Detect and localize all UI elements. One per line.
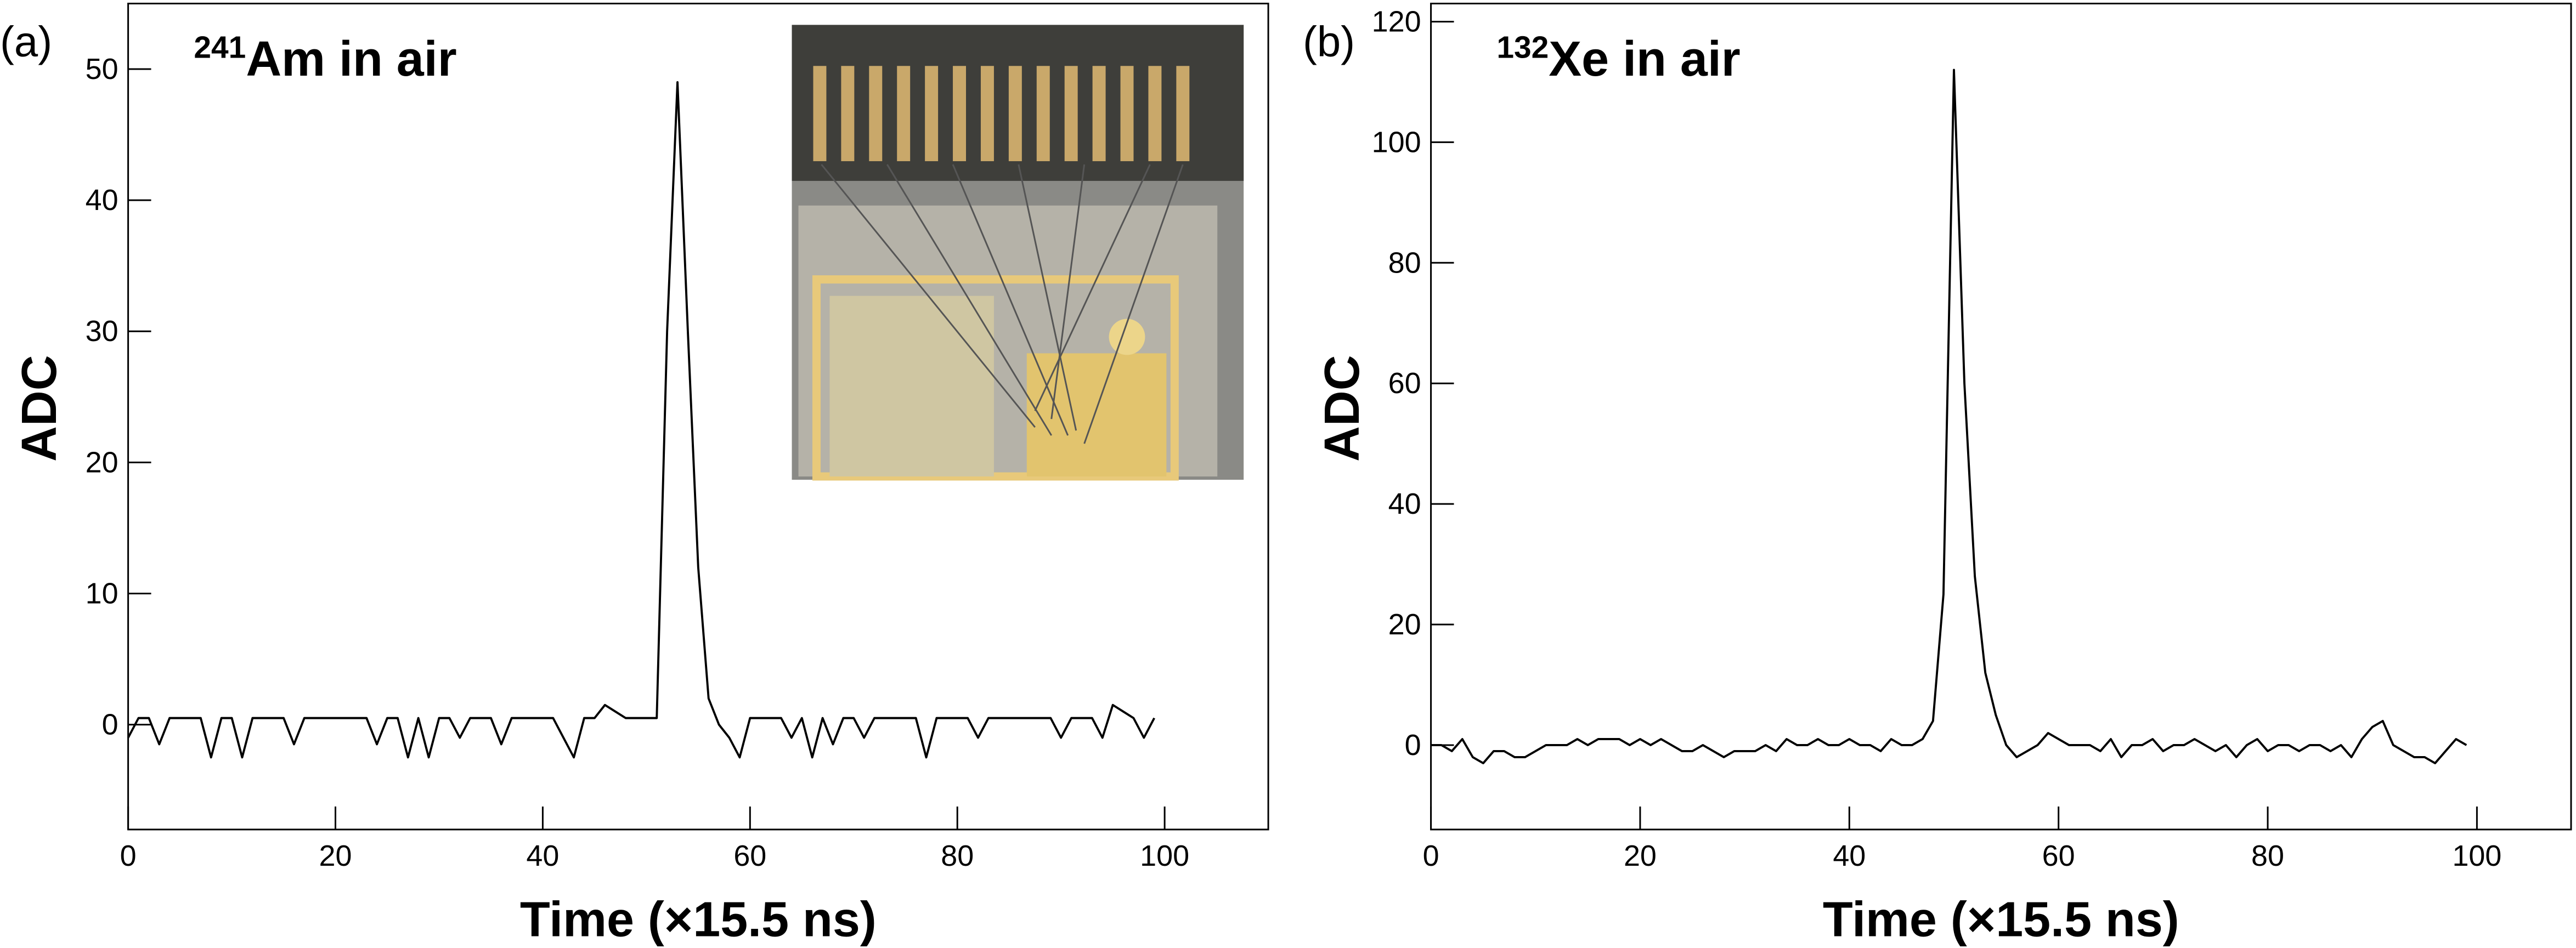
y-tick-label: 80 xyxy=(1388,246,1421,279)
x-tick-label: 20 xyxy=(1624,839,1657,872)
y-tick-label: 40 xyxy=(1388,487,1421,520)
title-text: Am in air xyxy=(246,32,456,87)
x-tick-label: 100 xyxy=(1140,839,1189,872)
x-tick-label: 80 xyxy=(2251,839,2284,872)
panel-label: (a) xyxy=(0,18,52,65)
panel: 0 20 40 60 80 100 120 0 20 40 60 80 100 Time (×15.5 n… xyxy=(1303,2,2572,947)
y-tick-label: 20 xyxy=(86,446,118,479)
x-tick-label: 40 xyxy=(526,839,559,872)
x-tick-label: 0 xyxy=(120,839,137,872)
y-tick-label: 100 xyxy=(1372,126,1421,158)
plot-frame xyxy=(1430,2,2572,831)
y-tick-label: 120 xyxy=(1372,5,1421,38)
y-tick-label: 0 xyxy=(1405,729,1421,762)
x-tick-label: 60 xyxy=(733,839,766,872)
y-tick-label: 40 xyxy=(86,184,118,217)
y-tick-label: 50 xyxy=(86,53,118,86)
title-mass-number: 241 xyxy=(194,30,246,65)
plot-frame xyxy=(127,2,1269,831)
x-tick-label: 0 xyxy=(1423,839,1439,872)
x-axis-label: Time (×15.5 ns) xyxy=(520,893,877,947)
y-axis-label: ADC xyxy=(1315,355,1370,462)
inset-photo xyxy=(792,25,1244,481)
y-axis-label: ADC xyxy=(12,355,67,462)
panel-label: (b) xyxy=(1303,18,1355,65)
x-tick-label: 80 xyxy=(941,839,974,872)
title-text: Xe in air xyxy=(1549,32,1740,87)
title-mass-number: 132 xyxy=(1496,30,1549,65)
chart-title: 241Am in air xyxy=(194,30,456,87)
x-tick-label: 100 xyxy=(2452,839,2501,872)
chart-title: 132Xe in air xyxy=(1496,30,1740,87)
y-tick-label: 30 xyxy=(86,315,118,348)
y-tick-label: 20 xyxy=(1388,608,1421,641)
y-tick-label: 60 xyxy=(1388,367,1421,400)
x-tick-label: 40 xyxy=(1833,839,1866,872)
x-tick-label: 60 xyxy=(2042,839,2075,872)
x-axis-label: Time (×15.5 ns) xyxy=(1823,893,2179,947)
signal-line xyxy=(127,81,1155,759)
panel: 0 10 20 30 40 50 0 20 40 60 80 100 Time (×15.5 ns) AD… xyxy=(0,2,1269,947)
signal-line xyxy=(1431,69,2467,764)
y-tick-label: 0 xyxy=(102,708,118,741)
y-tick-label: 10 xyxy=(86,577,118,610)
x-tick-label: 20 xyxy=(319,839,352,872)
